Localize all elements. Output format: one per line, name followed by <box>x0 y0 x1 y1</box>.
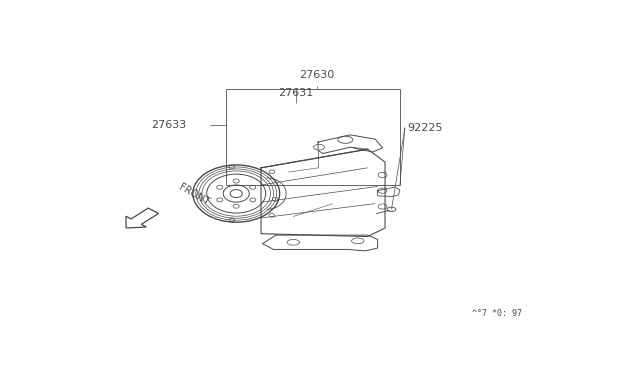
Text: ^°7 *0: 97: ^°7 *0: 97 <box>472 310 522 318</box>
Text: FRONT: FRONT <box>177 183 211 208</box>
Text: 92225: 92225 <box>408 123 443 133</box>
Text: 27630: 27630 <box>300 70 335 80</box>
Text: 27631: 27631 <box>278 88 314 97</box>
Text: 27633: 27633 <box>152 120 187 130</box>
